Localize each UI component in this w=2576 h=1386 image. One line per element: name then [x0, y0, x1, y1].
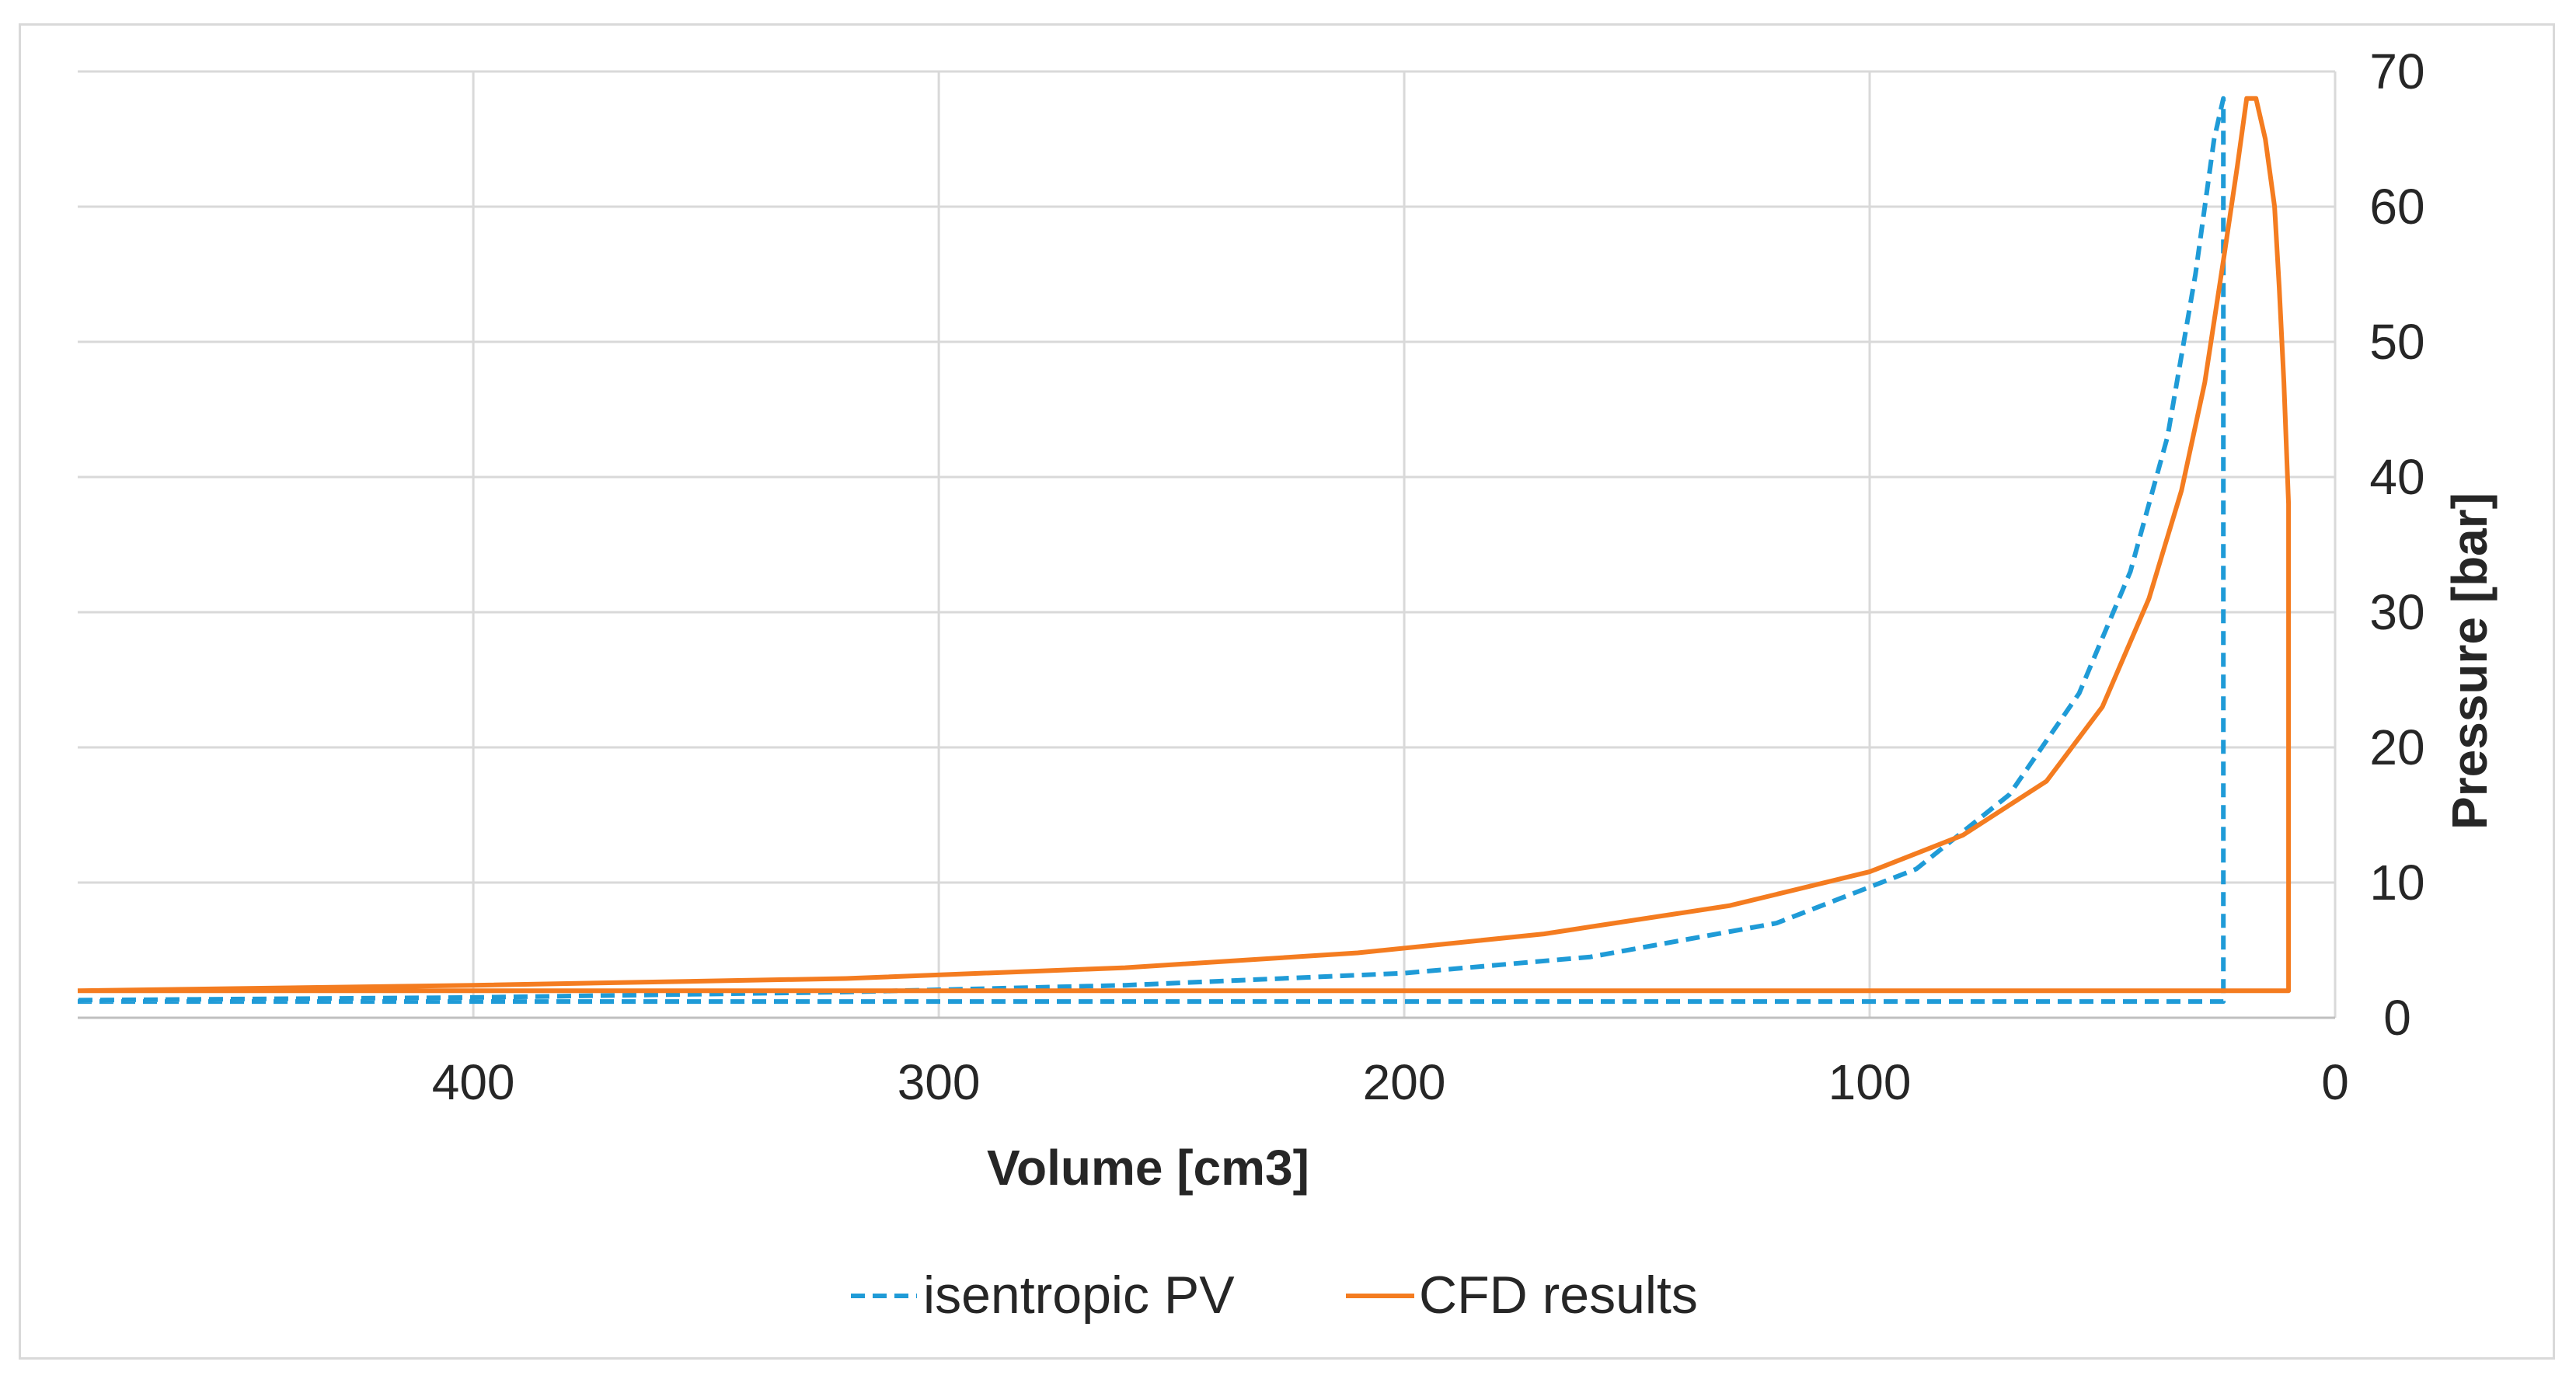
legend-label-cfd-results: CFD results — [1419, 1266, 1698, 1325]
legend: isentropic PV CFD results — [851, 1266, 1698, 1325]
y-tick-label: 70 — [2369, 44, 2424, 99]
legend-label-isentropic-pv: isentropic PV — [923, 1266, 1235, 1325]
x-tick-label: 400 — [432, 1054, 515, 1110]
series-lines — [77, 96, 2292, 1005]
y-tick-label: 40 — [2369, 449, 2424, 505]
x-tick-label: 300 — [898, 1054, 981, 1110]
series-line-isentropic-pv — [77, 96, 2226, 1005]
x-tick-label: 200 — [1363, 1054, 1446, 1110]
x-tick-label: 0 — [2321, 1054, 2349, 1110]
y-axis-title: Pressure [bar] — [2442, 493, 2498, 830]
y-tick-label: 10 — [2369, 855, 2424, 911]
chart-frame — [19, 23, 2555, 1360]
y-tick-label: 20 — [2369, 719, 2424, 775]
y-tick-label: 60 — [2369, 179, 2424, 235]
y-tick-label: 50 — [2369, 314, 2424, 370]
series-line-cfd-results — [77, 96, 2292, 994]
x-tick-labels: 400 300 200 100 0 — [432, 1054, 2349, 1110]
y-tick-labels: 0 10 20 30 40 50 60 70 — [2369, 44, 2424, 1046]
x-axis-title: Volume [cm3] — [987, 1140, 1309, 1196]
y-tick-label: 30 — [2369, 584, 2424, 640]
x-tick-label: 100 — [1828, 1054, 1912, 1110]
gridlines — [78, 70, 2337, 1018]
y-tick-label: 0 — [2383, 990, 2411, 1046]
